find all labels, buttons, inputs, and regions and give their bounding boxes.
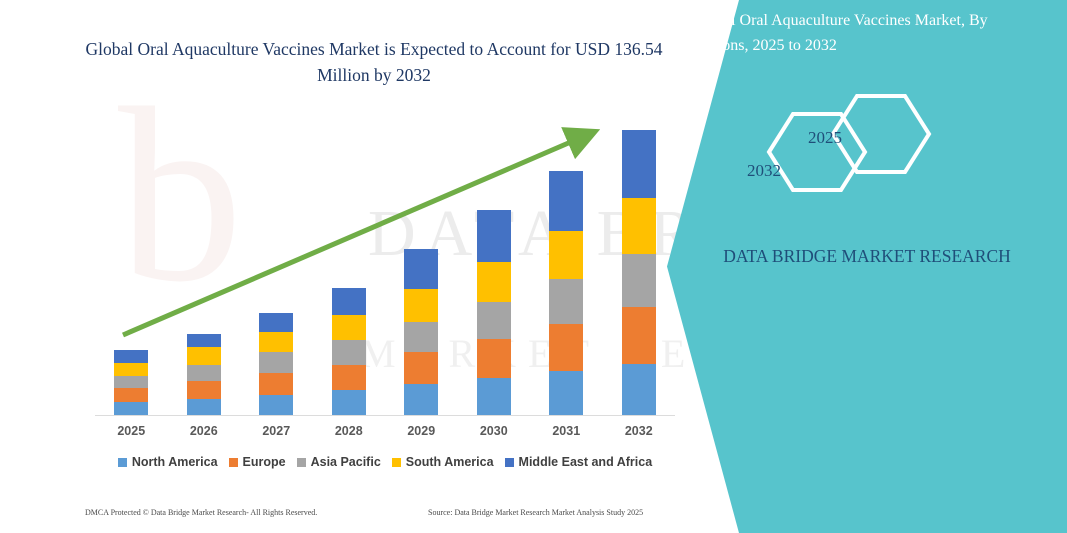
bar-2029 (404, 248, 439, 415)
bar-segment (476, 209, 511, 263)
bar-2030 (476, 209, 511, 415)
bar-segment (331, 390, 366, 415)
panel-brand-text: DATA BRIDGE MARKET RESEARCH (723, 246, 1011, 266)
bar-2027 (259, 312, 294, 415)
x-axis-label: 2028 (334, 424, 363, 438)
bar-segment (186, 381, 221, 399)
legend-swatch-icon (391, 457, 401, 467)
bar-2026 (186, 334, 221, 415)
hexagon-2032-label: 2032 (747, 161, 781, 180)
watermark-b-icon: b (118, 57, 243, 334)
bar-segment (186, 347, 221, 365)
bar-segment (259, 394, 294, 415)
footer-copyright: DMCA Protected © Data Bridge Market Rese… (85, 508, 318, 517)
x-axis-label: 2031 (552, 424, 581, 438)
hexagon-badges (747, 92, 977, 212)
bar-segment (549, 370, 584, 415)
legend-item[interactable]: North America (117, 455, 218, 469)
bar-segment (476, 378, 511, 415)
x-axis-labels: 2025 2026 2027 2028 2029 2030 2031 2032 (95, 424, 675, 438)
bar-segment (404, 384, 439, 415)
footer-source: Source: Data Bridge Market Research Mark… (428, 508, 644, 517)
panel-title: Global Oral Aquaculture Vaccines Market,… (692, 12, 988, 54)
legend-item[interactable]: Europe (228, 455, 286, 469)
bar-segment (331, 314, 366, 341)
bar-segment (621, 197, 656, 255)
bar-segment (259, 352, 294, 373)
bar-segment (404, 248, 439, 289)
chart-legend: North America Europe Asia Pacific South Ame… (95, 455, 675, 469)
bar-segment (331, 287, 366, 315)
bar-segment (404, 288, 439, 322)
bar-segment (621, 130, 656, 198)
x-axis-label: 2025 (117, 424, 146, 438)
hexagon-2032-icon (766, 112, 868, 192)
legend-label: North America (131, 455, 218, 469)
legend-label: Middle East and Africa (518, 455, 653, 469)
bar-segment (114, 401, 149, 415)
bar-segment (549, 230, 584, 279)
chart-panel: Global Oral Aquaculture Vaccines Market … (85, 39, 675, 517)
x-axis-line (95, 415, 675, 416)
bar-segment (259, 312, 294, 332)
bar-segment (114, 350, 149, 363)
regions-panel: Global Oral Aquaculture Vaccines Market,… (667, 0, 1067, 533)
x-axis-label: 2032 (624, 424, 653, 438)
bar-segment (404, 352, 439, 385)
bar-segment (476, 339, 511, 379)
bar-series-group (95, 130, 675, 415)
chart-title: Global Oral Aquaculture Vaccines Market … (85, 39, 663, 85)
bar-segment (114, 376, 149, 389)
legend-item[interactable]: Middle East and Africa (504, 455, 653, 469)
bar-2032 (621, 130, 656, 415)
bar-segment (549, 323, 584, 371)
bar-segment (621, 363, 656, 415)
legend-item[interactable]: South America (391, 455, 494, 469)
bar-segment (549, 278, 584, 324)
bar-segment (331, 364, 366, 391)
bar-segment (621, 307, 656, 364)
bar-segment (114, 362, 149, 377)
hexagon-2025-label: 2025 (808, 128, 842, 147)
x-axis-label: 2030 (479, 424, 508, 438)
legend-swatch-icon (296, 457, 306, 467)
bar-segment (186, 398, 221, 415)
bar-segment (186, 334, 221, 348)
bar-2025 (114, 350, 149, 415)
bar-segment (259, 331, 294, 353)
bar-2031 (549, 171, 584, 415)
legend-label: Asia Pacific (310, 455, 381, 469)
hexagon-2025-icon (830, 94, 932, 174)
bar-segment (621, 254, 656, 308)
legend-item[interactable]: Asia Pacific (296, 455, 381, 469)
bar-segment (476, 302, 511, 340)
legend-swatch-icon (504, 457, 514, 467)
legend-label: South America (405, 455, 494, 469)
x-axis-label: 2026 (189, 424, 218, 438)
bar-segment (331, 340, 366, 365)
growth-arrow-icon (122, 127, 601, 338)
bar-segment (186, 364, 221, 382)
bar-segment (404, 321, 439, 353)
bar-segment (476, 262, 511, 303)
legend-label: Europe (242, 455, 286, 469)
bar-segment (549, 171, 584, 231)
legend-swatch-icon (117, 457, 127, 467)
bar-2028 (331, 287, 366, 415)
x-axis-label: 2029 (407, 424, 436, 438)
bar-segment (114, 388, 149, 402)
legend-swatch-icon (228, 457, 238, 467)
panel-background (667, 0, 1067, 533)
bar-segment (259, 372, 294, 395)
x-axis-label: 2027 (262, 424, 291, 438)
